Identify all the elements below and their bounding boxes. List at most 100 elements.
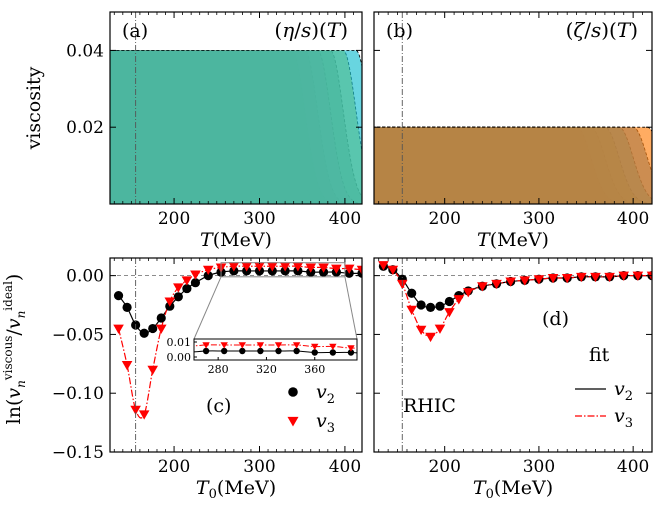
inset-fit-v3 bbox=[194, 344, 357, 349]
x-tick-label: 200 bbox=[428, 209, 460, 229]
data-point bbox=[238, 342, 246, 349]
x-tick-label: 300 bbox=[523, 209, 555, 229]
data-point bbox=[425, 302, 436, 312]
y-label-part: ideal bbox=[1, 281, 15, 311]
axes-frame bbox=[373, 257, 653, 453]
data-point bbox=[406, 305, 417, 316]
inset-plot bbox=[194, 342, 357, 356]
y-label-part: n bbox=[14, 380, 28, 388]
title-part: ζ bbox=[573, 18, 585, 42]
panel-label: (b) bbox=[386, 20, 413, 42]
data-point bbox=[241, 262, 252, 272]
data-point bbox=[275, 347, 282, 355]
data-point bbox=[477, 282, 488, 292]
y-label-part: v bbox=[3, 388, 25, 399]
data-point bbox=[138, 410, 150, 420]
data-point bbox=[387, 265, 399, 276]
data-point bbox=[415, 325, 427, 336]
panel-title: (ζ/s)(T) bbox=[566, 18, 638, 42]
title-part: T bbox=[327, 18, 342, 42]
x-axis-label-unit: (MeV) bbox=[490, 229, 549, 251]
legend-v2: v2 bbox=[614, 378, 633, 404]
title-part: ( bbox=[566, 18, 574, 42]
filled-curve bbox=[110, 50, 362, 204]
data-point bbox=[148, 323, 158, 334]
data-point bbox=[444, 296, 454, 307]
data-point bbox=[190, 278, 201, 288]
title-part: / bbox=[584, 18, 591, 42]
plot-area bbox=[374, 126, 652, 204]
data-point bbox=[173, 283, 184, 293]
data-point bbox=[519, 276, 531, 286]
panel-title: (η/s)(T) bbox=[274, 18, 348, 42]
y-label-part: v bbox=[3, 318, 25, 329]
inset-x-tick-label: 360 bbox=[304, 363, 325, 376]
data-point bbox=[505, 277, 516, 287]
y-label-part: ln( bbox=[3, 399, 25, 425]
data-point bbox=[220, 347, 228, 355]
zoom-connector bbox=[193, 276, 222, 340]
data-point bbox=[618, 271, 630, 281]
data-point bbox=[257, 347, 264, 355]
y-label-part: / bbox=[3, 329, 25, 336]
axes-frame bbox=[109, 257, 363, 453]
data-point bbox=[292, 262, 304, 272]
inset: 280 320 360 0.00 0.01 bbox=[167, 336, 358, 376]
data-point bbox=[632, 271, 644, 281]
x-axis-label: T(MeV) bbox=[477, 229, 549, 251]
plot-area bbox=[110, 262, 362, 420]
y-tick-label: −0.15 bbox=[52, 443, 104, 463]
data-point bbox=[576, 272, 587, 283]
data-point bbox=[202, 265, 214, 276]
data-point bbox=[491, 279, 502, 290]
y-tick-label: 0.02 bbox=[66, 118, 104, 138]
legend-v3: v3 bbox=[614, 405, 633, 431]
ticks: 200 300 400 bbox=[374, 12, 653, 229]
data-point bbox=[139, 328, 149, 338]
data-point bbox=[347, 345, 355, 352]
y-label-part: n bbox=[14, 311, 28, 319]
data-point bbox=[604, 272, 615, 283]
x-axis-label-sub: 0 bbox=[209, 487, 217, 502]
axes-frame bbox=[373, 11, 653, 205]
data-point bbox=[279, 262, 291, 272]
data-point bbox=[561, 274, 573, 284]
panel-label: (a) bbox=[122, 20, 148, 42]
data-point bbox=[407, 288, 417, 298]
series-v2 bbox=[378, 261, 652, 312]
data-point bbox=[202, 342, 210, 349]
data-point bbox=[239, 347, 246, 355]
data-point bbox=[164, 297, 176, 307]
y-tick-label: −0.05 bbox=[52, 325, 104, 345]
title-part: T bbox=[617, 18, 632, 42]
data-point bbox=[453, 295, 465, 305]
annotation-rhic: RHIC bbox=[403, 395, 456, 417]
data-point bbox=[343, 264, 355, 274]
y-axis-label: viscosity bbox=[23, 66, 45, 150]
x-axis-label-var: T bbox=[477, 229, 491, 251]
data-point bbox=[256, 342, 265, 349]
title-part: ) bbox=[630, 18, 638, 42]
data-point bbox=[435, 301, 445, 311]
plot-area bbox=[110, 49, 362, 204]
legend-sub: 2 bbox=[327, 392, 335, 407]
data-point bbox=[378, 261, 389, 271]
x-tick-label: 200 bbox=[428, 457, 460, 477]
data-point bbox=[182, 283, 192, 294]
data-point bbox=[305, 263, 317, 273]
zoom-box bbox=[220, 262, 346, 278]
title-part: )( bbox=[311, 18, 327, 42]
legend-v3: v3 bbox=[316, 410, 335, 436]
data-point bbox=[274, 342, 283, 349]
x-tick-label: 400 bbox=[329, 457, 361, 477]
data-point bbox=[113, 291, 124, 301]
x-tick-label: 400 bbox=[617, 457, 649, 477]
data-point bbox=[533, 275, 545, 285]
data-point bbox=[547, 274, 559, 284]
x-tick-label: 300 bbox=[243, 457, 275, 477]
x-axis-label-unit: (MeV) bbox=[213, 229, 272, 251]
x-axis-label-var: T bbox=[200, 229, 214, 251]
data-point bbox=[220, 342, 228, 349]
data-point bbox=[202, 347, 210, 355]
data-point bbox=[173, 292, 183, 302]
